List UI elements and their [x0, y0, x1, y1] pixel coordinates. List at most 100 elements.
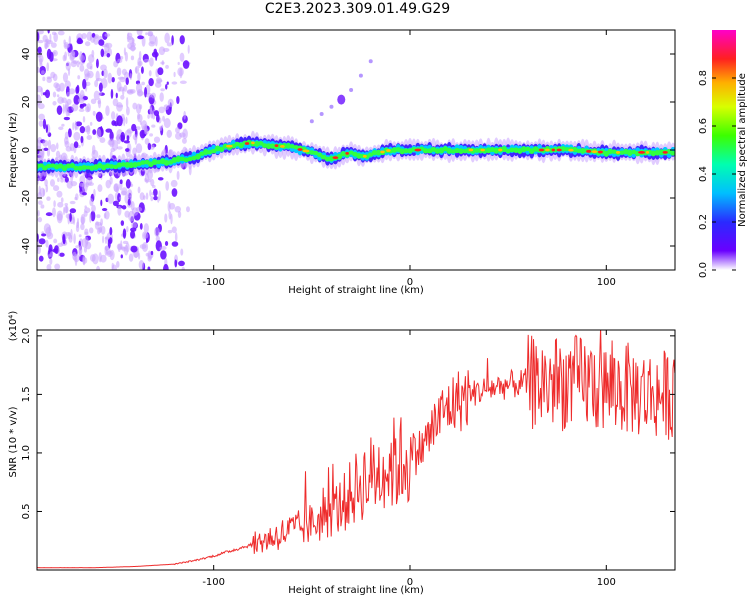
spectrogram-noise-mark [116, 133, 122, 145]
spectrogram-peak-mark [551, 148, 556, 152]
spectrogram-y-axis-label: Frequency (Hz) [8, 112, 19, 188]
spectrogram-noise-mark [143, 223, 149, 234]
spectrogram-noise-mark [57, 247, 61, 257]
spectrogram-heatmap [37, 30, 675, 270]
spectrogram-noise-mark [135, 82, 143, 94]
spectrogram-noise-mark [49, 179, 56, 187]
spectrogram-noise-mark [171, 226, 177, 234]
spectrogram-noise-mark [125, 179, 131, 189]
spectrogram-noise-mark [117, 193, 121, 203]
spectrogram-noise-mark [124, 51, 128, 62]
spectrogram-noise-mark [129, 46, 137, 51]
spectrogram-noise-mark [45, 239, 49, 248]
spectrogram-noise-mark [128, 253, 134, 262]
spectrogram-noise-mark [49, 257, 53, 265]
spectrogram-noise-mark [60, 178, 64, 183]
spectrogram-peak-mark [498, 148, 503, 152]
spectrogram-noise-mark [117, 205, 122, 216]
spectrogram-noise-mark [97, 184, 103, 193]
spectrogram-noise-mark [93, 188, 96, 198]
spectrogram-noise-mark [136, 126, 141, 130]
spectrogram-ridge-mark [210, 148, 217, 154]
spectrogram-noise-mark [61, 123, 65, 127]
spectrogram-peak-mark [615, 151, 621, 154]
spectrogram-noise-mark [82, 78, 87, 90]
spectrogram-noise-mark [108, 237, 113, 244]
spectrogram-noise-mark [50, 143, 57, 153]
spectrogram-noise-mark [175, 127, 180, 134]
spectrogram-noise-mark [113, 60, 119, 68]
spectrogram-noise-mark [111, 120, 116, 126]
spectrogram-noise-mark [78, 234, 82, 238]
spectrogram-peak-mark [597, 150, 603, 154]
spectrogram-noise-mark [171, 81, 178, 85]
spectrogram-noise-mark [120, 131, 126, 143]
spectrogram-noise-mark [102, 235, 105, 244]
snr-y-axis-label: SNR (10 * v/v) [8, 406, 19, 477]
spectrogram-noise-mark [166, 42, 173, 47]
spectrogram-noise-mark [160, 250, 167, 260]
spectrogram-ridge-mark [356, 153, 362, 159]
spectrogram-noise-mark [100, 64, 107, 71]
spectrogram-noise-mark [49, 251, 54, 258]
spectrogram-noise-mark [120, 55, 124, 60]
spectrogram-noise-mark [143, 58, 150, 63]
spectrogram-noise-mark [51, 31, 57, 36]
spectrogram-noise-mark [132, 147, 137, 156]
spectrogram-noise-mark [80, 223, 85, 231]
snr-frame [36, 329, 676, 571]
spectrogram-noise-mark [129, 72, 133, 80]
spectrogram-noise-mark [121, 246, 127, 252]
spectrogram-noise-mark [90, 98, 97, 105]
spectrogram-noise-mark [149, 34, 156, 45]
spectrogram-noise-mark [119, 179, 123, 185]
spectrogram-noise-mark [58, 126, 64, 131]
spectrogram-noise-mark [98, 82, 103, 92]
spectrogram-noise-mark [78, 61, 85, 65]
spectrogram-noise-mark [108, 138, 115, 143]
spectrogram-noise-mark [62, 54, 66, 62]
spectrogram-noise-mark [81, 33, 87, 40]
spectrogram-noise-mark [160, 246, 167, 250]
spectrogram-peak-mark [414, 148, 422, 152]
spectrogram-noise-mark [67, 128, 72, 138]
spectrogram-ridge-mark [238, 142, 244, 149]
spectrogram-noise-mark [116, 261, 120, 268]
spectrogram-noise-mark [136, 113, 141, 120]
spectrogram-noise-mark [63, 136, 69, 145]
colorbar: 0.0 0.2 0.4 0.6 0.8 Normalized spectral ampl… [698, 30, 748, 278]
spectrogram-noise-mark [79, 55, 86, 62]
spectrogram-noise-mark [46, 76, 52, 80]
spectrogram-noise-mark [51, 207, 56, 218]
spectrogram-noise-mark [93, 90, 100, 101]
spectrogram-peak-mark [468, 148, 474, 152]
spectrogram-noise-mark [40, 204, 45, 209]
spectrogram-noise-mark [179, 35, 185, 45]
spectrogram-y-tick-label: 0 [21, 147, 32, 153]
spectrogram-ridge-mark [69, 163, 76, 169]
spectrogram-noise-mark [46, 40, 53, 45]
spectrogram-noise-mark [37, 216, 43, 223]
spectrogram-noise-mark [148, 77, 154, 87]
spectrogram-noise-mark [125, 106, 130, 116]
spectrogram-noise-mark [95, 70, 100, 82]
spectrogram-peak-mark [545, 148, 550, 152]
spectrogram-ridge-mark [151, 159, 158, 165]
spectrogram-noise-mark [103, 68, 108, 79]
spectrogram-noise-mark [38, 255, 44, 262]
spectrogram-noise-mark [174, 132, 182, 140]
spectrogram-noise-mark [55, 142, 59, 150]
spectrogram-noise-mark [88, 72, 91, 77]
spectrogram-noise-mark [171, 241, 179, 247]
colorbar-tick-label: 0.8 [698, 70, 709, 86]
spectrogram-noise-mark [85, 106, 90, 113]
spectrogram-noise-mark [107, 193, 115, 204]
spectrogram-noise-mark [64, 80, 71, 89]
spectrogram-noise-mark [159, 92, 164, 102]
spectrogram-noise-mark [156, 79, 163, 83]
spectrogram-peak-mark [280, 145, 285, 148]
spectrogram-noise-mark [150, 250, 154, 256]
spectrogram-noise-mark [50, 71, 56, 79]
spectrogram-noise-mark [56, 94, 60, 98]
spectrogram-noise-mark [167, 229, 173, 234]
